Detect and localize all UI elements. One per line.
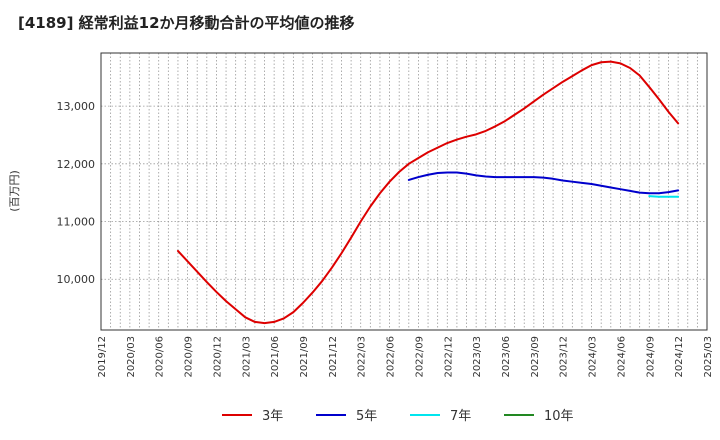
plot-frame [100, 52, 708, 331]
series-line-2 [648, 195, 680, 198]
y-axis-label: (百万円) [8, 170, 21, 212]
chart-title: [4189] 経常利益12か月移動合計の平均値の推移 [18, 14, 355, 32]
y-tick-label: 13,000 [57, 100, 96, 113]
x-tick-label: 2023/12 [559, 336, 570, 378]
x-tick-label: 2024/09 [645, 336, 656, 378]
x-axis-ticks: 2019/12 2020/03 2020/06 2020/09 2020/12 2021/… [97, 336, 714, 378]
x-tick-label: 2022/03 [357, 336, 368, 378]
series-line-1 [407, 171, 680, 195]
x-tick-label: 2020/06 [155, 336, 166, 378]
x-tick-label: 2024/12 [674, 336, 685, 378]
x-tick-label: 2020/03 [126, 336, 137, 378]
legend: 3年 5年 7年 10年 [222, 409, 574, 424]
series-line-0 [176, 60, 680, 325]
x-tick-label: 2021/03 [241, 336, 252, 378]
legend-label: 7年 [450, 409, 471, 424]
x-tick-label: 2020/09 [184, 336, 195, 378]
x-tick-label: 2024/03 [588, 336, 599, 378]
x-tick-label: 2023/09 [530, 336, 541, 378]
y-axis-ticks: 10,000 11,000 12,000 13,000 [57, 100, 96, 286]
legend-label: 10年 [544, 409, 574, 424]
series-lines [176, 60, 680, 325]
x-tick-label: 2020/12 [212, 336, 223, 378]
y-tick-label: 12,000 [57, 158, 96, 171]
x-tick-label: 2021/06 [270, 336, 281, 378]
y-tick-label: 10,000 [57, 273, 96, 286]
plot-area [101, 53, 707, 330]
y-tick-label: 11,000 [57, 216, 96, 229]
legend-label: 5年 [356, 409, 377, 424]
x-tick-label: 2023/03 [472, 336, 483, 378]
grid-lines [101, 53, 707, 330]
legend-label: 3年 [262, 409, 283, 424]
x-tick-label: 2023/06 [501, 336, 512, 378]
x-tick-label: 2021/12 [328, 336, 339, 378]
x-tick-label: 2022/09 [414, 336, 425, 378]
x-tick-label: 2024/06 [616, 336, 627, 378]
x-tick-label: 2022/12 [443, 336, 454, 378]
x-tick-label: 2025/03 [703, 336, 714, 378]
x-tick-label: 2019/12 [97, 336, 108, 378]
x-tick-label: 2022/06 [386, 336, 397, 378]
x-tick-label: 2021/09 [299, 336, 310, 378]
